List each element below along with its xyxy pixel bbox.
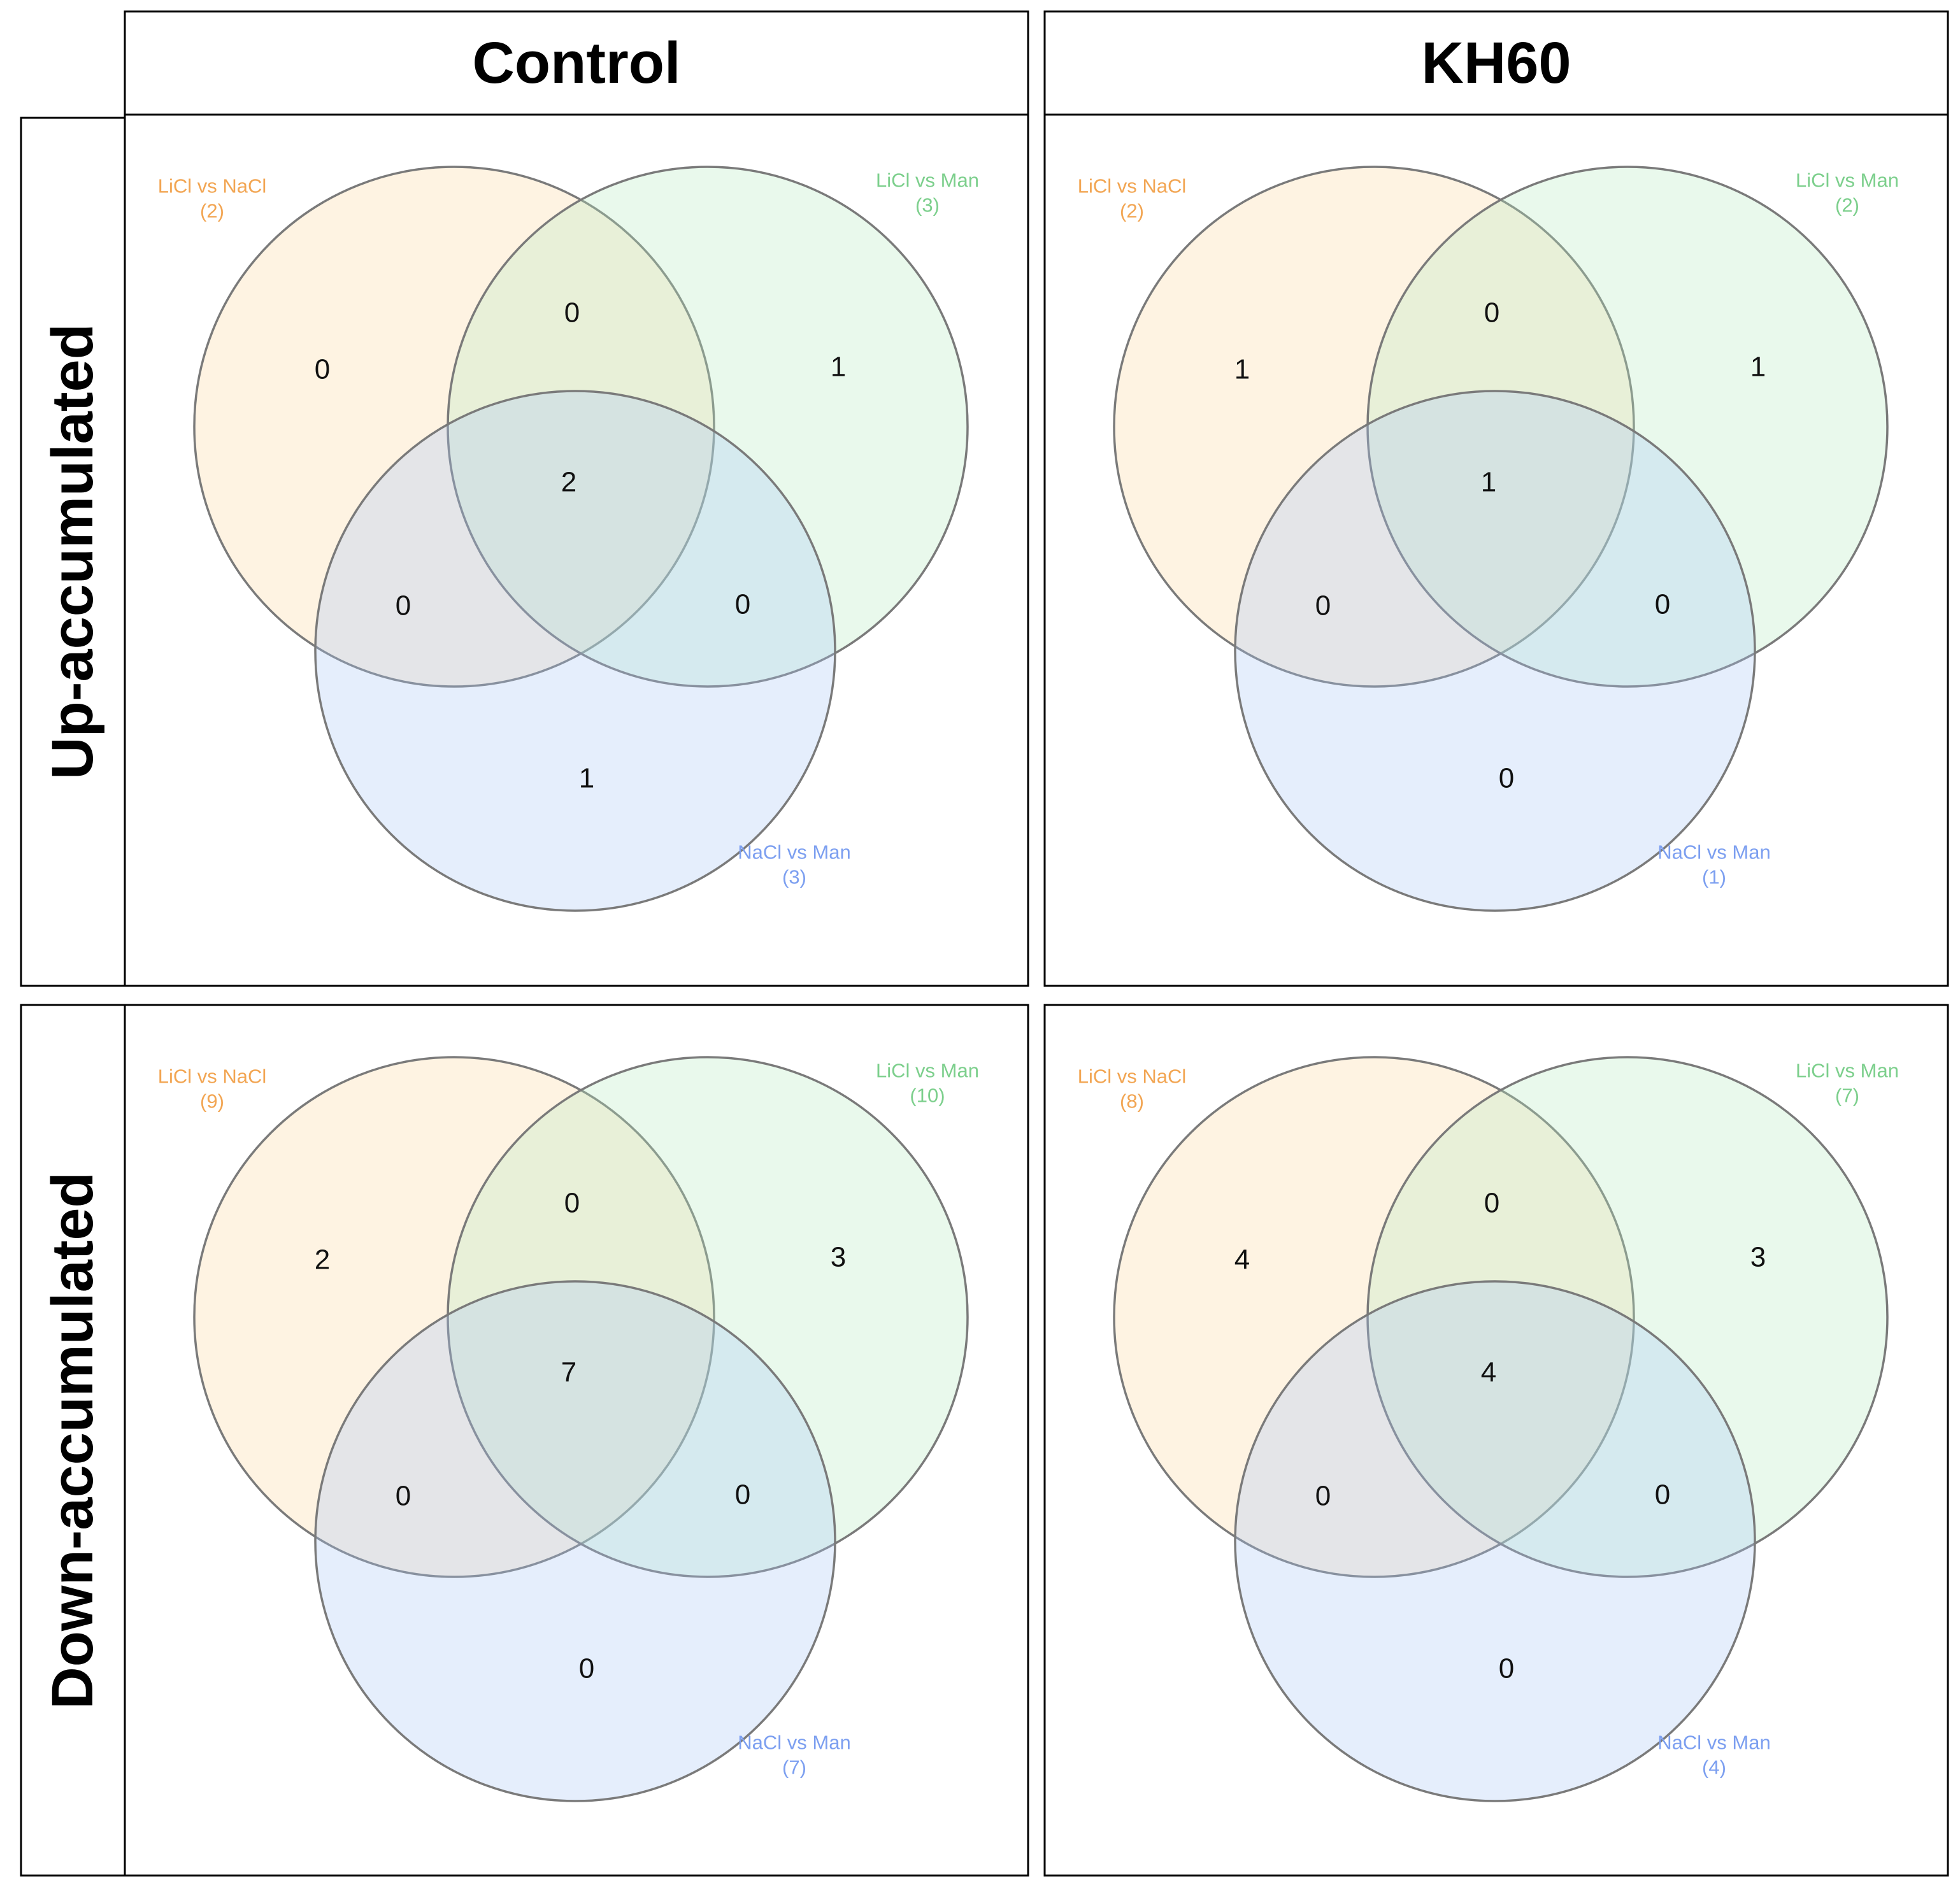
panel-frame <box>124 113 1029 987</box>
region-count-b-only: 3 <box>1750 1242 1766 1273</box>
venn-circle-c <box>1234 390 1756 912</box>
set-total-c: (4) <box>1702 1756 1726 1779</box>
column-header-control: Control <box>124 10 1029 116</box>
region-count-a-only: 2 <box>315 1244 330 1276</box>
venn-panel-kh60-down-accumulated: 4 3 0 0 0 0 4 LiCl vs NaCl(8) LiCl vs Man (7) NaCl… <box>1043 1004 1949 1877</box>
region-count-c-only: 0 <box>1499 1653 1514 1684</box>
set-total-a: (2) <box>1120 200 1144 222</box>
set-total-b: (10) <box>910 1085 945 1107</box>
region-count-ab: 0 <box>1484 297 1499 329</box>
set-label-c: NaCl vs Man <box>738 841 850 864</box>
set-label-b: LiCl vs Man <box>876 1060 979 1082</box>
set-total-b: (7) <box>1835 1085 1859 1107</box>
panel-frame <box>1043 113 1949 987</box>
venn-circle-c <box>314 390 836 912</box>
region-count-abc: 2 <box>561 467 576 498</box>
set-total-b: (3) <box>915 194 940 217</box>
set-label-a: LiCl vs NaCl <box>158 175 267 197</box>
region-count-ab: 0 <box>564 1188 580 1219</box>
region-count-abc: 7 <box>561 1357 576 1388</box>
column-header-kh60-text: KH60 <box>1421 31 1571 96</box>
region-count-c-only: 0 <box>1499 763 1514 794</box>
set-total-c: (3) <box>782 866 806 888</box>
region-count-abc: 1 <box>1481 467 1496 498</box>
region-count-ac: 0 <box>1315 590 1331 622</box>
region-count-bc: 0 <box>1655 1479 1670 1511</box>
set-label-c: NaCl vs Man <box>738 1732 850 1754</box>
region-count-ac: 0 <box>1315 1481 1331 1512</box>
region-count-ab: 0 <box>1484 1188 1499 1219</box>
panel-frame <box>1043 1004 1949 1877</box>
region-count-a-only: 0 <box>315 354 330 385</box>
column-header-control-text: Control <box>472 31 680 96</box>
set-total-c: (7) <box>782 1756 806 1779</box>
set-label-b: LiCl vs Man <box>1796 169 1899 192</box>
region-count-b-only: 1 <box>831 352 846 383</box>
set-label-a: LiCl vs NaCl <box>158 1065 267 1088</box>
set-total-a: (2) <box>200 200 224 222</box>
region-count-bc: 0 <box>735 1479 750 1511</box>
panel-frame <box>124 1004 1029 1877</box>
column-header-kh60: KH60 <box>1043 10 1949 116</box>
region-count-bc: 0 <box>1655 589 1670 620</box>
set-total-b: (2) <box>1835 194 1859 217</box>
region-count-b-only: 1 <box>1750 352 1766 383</box>
set-total-c: (1) <box>1702 866 1726 888</box>
venn-circle-c <box>1234 1280 1756 1802</box>
set-label-a: LiCl vs NaCl <box>1078 175 1187 197</box>
venn-circle-a <box>193 166 715 688</box>
region-count-a-only: 1 <box>1234 354 1250 385</box>
venn-circle-a <box>1113 1056 1635 1578</box>
set-label-b: LiCl vs Man <box>1796 1060 1899 1082</box>
region-count-c-only: 0 <box>579 1653 594 1684</box>
region-count-c-only: 1 <box>579 763 594 794</box>
set-label-c: NaCl vs Man <box>1657 841 1770 864</box>
row-header-down-text: Down-accumulated <box>40 1172 105 1709</box>
venn-panel-control-down-accumulated: 2 3 0 0 0 0 7 LiCl vs NaCl(9) LiCl vs Man (10) NaC… <box>124 1004 1029 1877</box>
set-total-a: (8) <box>1120 1090 1144 1113</box>
region-count-bc: 0 <box>735 589 750 620</box>
region-count-a-only: 4 <box>1234 1244 1250 1276</box>
row-header-up-text: Up-accumulated <box>40 324 105 780</box>
row-header-up: Up-accumulated <box>20 117 126 987</box>
region-count-ac: 0 <box>396 1481 411 1512</box>
row-header-down: Down-accumulated <box>20 1004 126 1877</box>
region-count-ab: 0 <box>564 297 580 329</box>
venn-circle-a <box>193 1056 715 1578</box>
venn-circle-c <box>314 1280 836 1802</box>
set-total-a: (9) <box>200 1090 224 1113</box>
region-count-abc: 4 <box>1481 1357 1496 1388</box>
region-count-b-only: 3 <box>831 1242 846 1273</box>
set-label-c: NaCl vs Man <box>1657 1732 1770 1754</box>
venn-circle-a <box>1113 166 1635 688</box>
set-label-a: LiCl vs NaCl <box>1078 1065 1187 1088</box>
region-count-ac: 0 <box>396 590 411 622</box>
set-label-b: LiCl vs Man <box>876 169 979 192</box>
